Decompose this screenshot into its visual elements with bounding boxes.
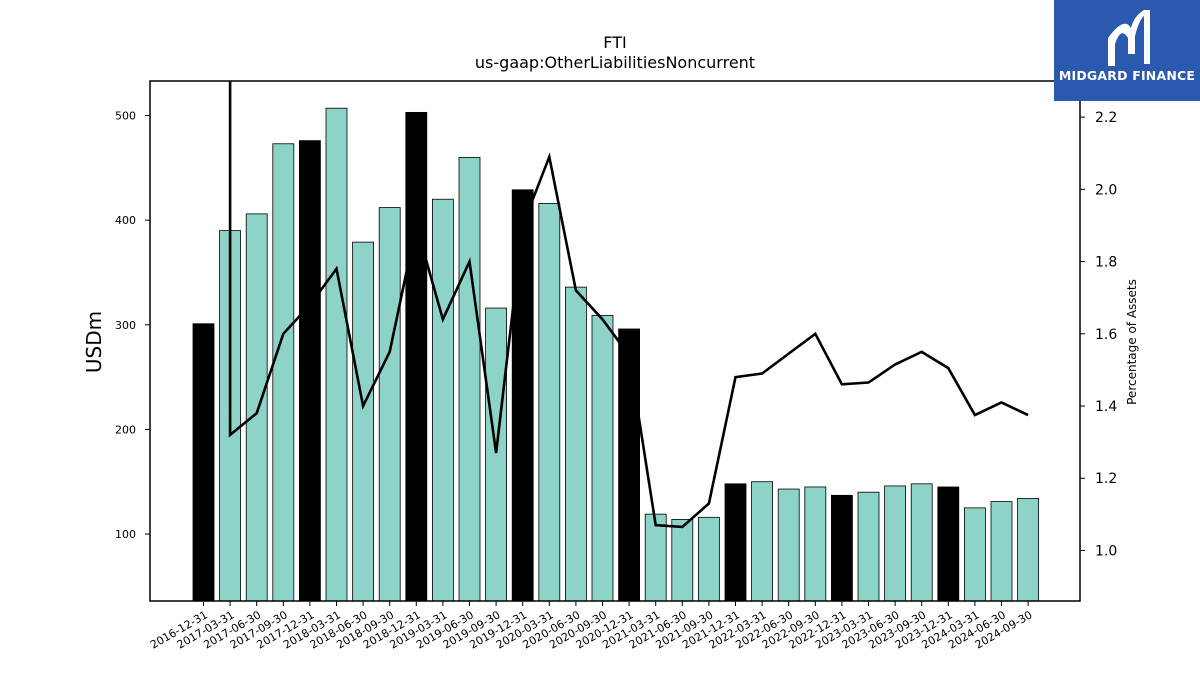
bar-2020-06-30 [565,286,587,602]
y2-tick-label: 1.2 [1095,471,1117,487]
bar-2018-03-31 [325,107,348,602]
bar-2019-03-31 [431,198,454,602]
chart-title: FTI [603,33,626,52]
y-tick-label: 300 [115,319,136,332]
bar-2022-09-30 [804,486,827,602]
y2-tick-label: 2.0 [1095,182,1117,198]
y-tick-label: 200 [115,423,136,436]
percentage-of-assets-line [228,81,1029,529]
chart-subtitle: us-gaap:OtherLiabilitiesNoncurrent [475,53,755,72]
bar-2020-03-31 [538,203,561,602]
bar-2021-09-30 [698,516,720,602]
bar-2017-09-30 [272,143,295,602]
bar-2023-12-31 [937,486,960,602]
bar-2023-06-30 [884,485,906,602]
bar-2024-03-31 [964,507,986,602]
bar-2024-09-30 [1017,498,1039,602]
bar-2018-12-31 [405,111,428,602]
bar-2023-09-30 [910,483,933,602]
y2-tick-label: 1.8 [1095,255,1117,271]
bar-2019-06-30 [458,156,481,602]
bar-2023-03-31 [857,491,880,602]
bar-2018-09-30 [378,207,401,602]
plot-frame [149,80,1081,602]
y-axis-label: USDm [82,311,106,373]
y2-axis-label: Percentage of Assets [1125,279,1139,405]
bar-2022-03-31 [751,481,773,602]
y2-tick-label: 1.4 [1095,399,1117,415]
bar-2016-12-31 [192,323,215,602]
y-tick-label: 500 [115,110,136,123]
y-tick-label: 400 [115,214,136,227]
y-tick-label: 100 [115,528,136,541]
bar-2017-12-31 [298,140,321,602]
bar-2021-12-31 [724,483,747,602]
y2-tick-label: 2.2 [1095,110,1117,126]
bar-2020-12-31 [618,328,640,602]
bar-2020-09-30 [591,314,614,602]
bar-2024-06-30 [990,501,1013,602]
bar-2022-12-31 [831,494,853,602]
bar-2022-06-30 [777,488,800,602]
midgard-finance-logo: MIDGARD FINANCE [1054,0,1200,101]
y2-tick-label: 1.0 [1095,543,1117,559]
bar-2019-09-30 [485,307,508,602]
bar-2021-06-30 [671,518,694,602]
bar-2021-03-31 [644,513,667,602]
logo-text: MIDGARD FINANCE [1058,68,1196,83]
bar-2018-06-30 [352,241,375,602]
y2-tick-label: 1.6 [1095,327,1117,343]
midgard-logo-icon [1108,10,1150,66]
bar-2017-06-30 [245,213,268,602]
bar-2019-12-31 [511,189,534,602]
